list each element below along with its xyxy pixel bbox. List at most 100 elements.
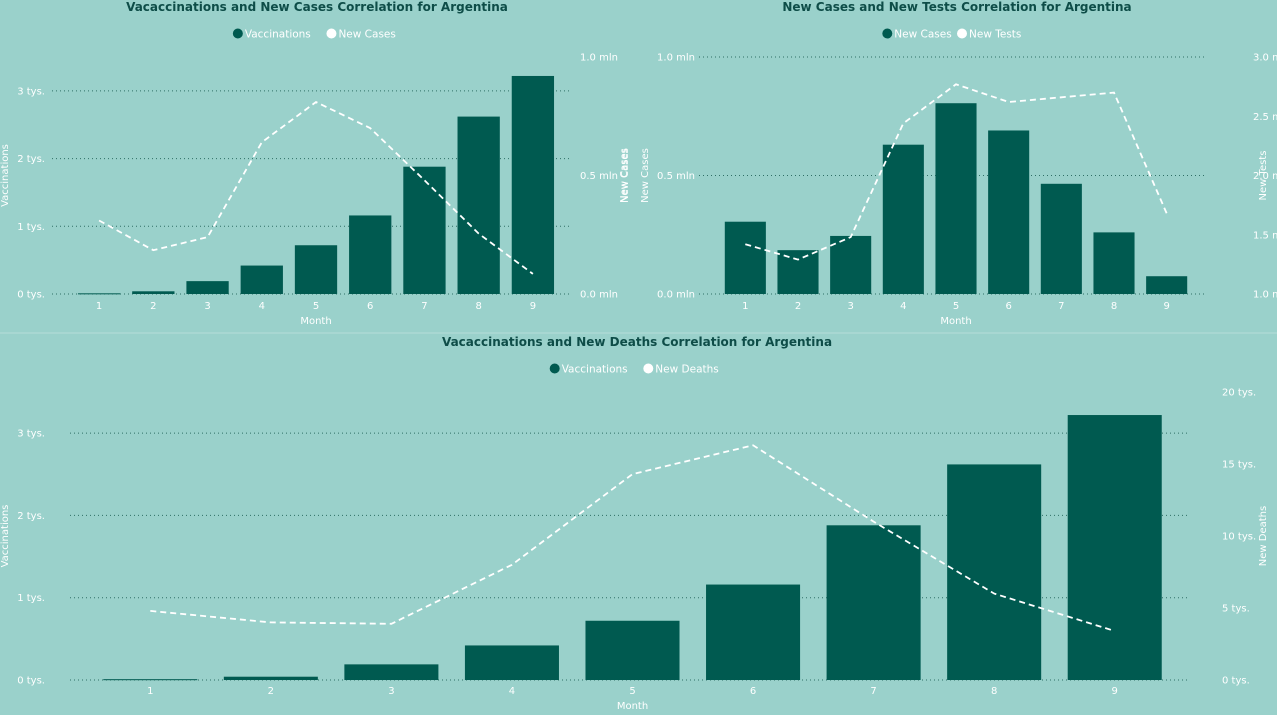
y-tick-label: 2 tys. [17, 154, 45, 165]
y-tick-label: 1 tys. [17, 593, 45, 604]
x-tick-label: 5 [953, 301, 959, 312]
legend-marker-1 [882, 28, 893, 39]
x-tick-label: 9 [1163, 301, 1169, 312]
x-tick-label: 5 [629, 686, 635, 697]
y2-tick-label: 0.0 mln [580, 290, 618, 301]
y-axis-title: Vaccinations [0, 505, 11, 568]
x-axis-title: Month [300, 316, 331, 327]
y2-tick-label: 15 tys. [1222, 460, 1256, 471]
y2-tick-label: 10 tys. [1222, 532, 1256, 543]
y2-axis-title: New Tests [1258, 151, 1269, 201]
y-tick-label: 0.0 mln [657, 290, 695, 301]
x-tick-label: 2 [150, 301, 156, 312]
bar [294, 245, 338, 294]
y-tick-label: 1.0 mln [657, 53, 695, 64]
bar [349, 215, 392, 294]
bar [935, 103, 977, 294]
x-tick-label: 1 [742, 301, 748, 312]
bar [988, 130, 1030, 294]
y-axis-title: New Cases [620, 148, 631, 203]
bar [77, 293, 121, 295]
legend-marker-1 [549, 363, 560, 374]
x-tick-label: 4 [509, 686, 515, 697]
x-tick-label: 3 [847, 301, 853, 312]
bar [724, 221, 766, 294]
bar [585, 620, 680, 680]
x-tick-label: 4 [900, 301, 906, 312]
chart-legend: New Cases New Tests [882, 28, 1021, 41]
x-tick-label: 3 [204, 301, 210, 312]
series-line [98, 100, 534, 275]
bar [464, 645, 559, 680]
legend-marker-1 [232, 28, 243, 39]
legend-marker-2 [957, 28, 967, 39]
x-tick-label: 4 [259, 301, 265, 312]
legend-marker-2 [326, 28, 337, 39]
chart-3: Vacaccinations and New Deaths Correlatio… [0, 335, 1269, 712]
y2-tick-label: 2.5 mln [1253, 112, 1277, 123]
series-line [745, 83, 1168, 261]
x-tick-label: 1 [147, 686, 153, 697]
x-tick-label: 1 [96, 301, 102, 312]
bar [947, 464, 1042, 680]
y2-tick-label: 1.0 mln [580, 53, 618, 64]
y-tick-label: 0.5 mln [657, 171, 695, 182]
y-tick-label: 1 tys. [17, 222, 45, 233]
x-tick-label: 6 [367, 301, 373, 312]
y2-tick-label: 1.0 mln [1253, 290, 1277, 301]
bar [882, 144, 924, 294]
chart-title: New Cases and New Tests Correlation for … [782, 0, 1131, 14]
legend-label-2: New Deaths [655, 364, 718, 376]
bar [403, 166, 446, 294]
y-tick-label: 3 tys. [17, 86, 45, 97]
x-tick-label: 6 [750, 686, 756, 697]
y2-tick-label: 1.5 mln [1253, 230, 1277, 241]
x-tick-label: 7 [870, 686, 876, 697]
x-tick-label: 5 [313, 301, 319, 312]
chart-2: New Cases and New Tests Correlation for … [620, 0, 1277, 327]
legend-label-2: New Cases [338, 29, 395, 41]
bar [132, 291, 175, 294]
bar [344, 664, 439, 680]
chart-title: Vacaccinations and New Cases Correlation… [126, 0, 508, 14]
bar [1040, 183, 1082, 294]
bar [830, 235, 872, 294]
legend-label-2: New Tests [969, 29, 1021, 41]
bar [826, 525, 921, 680]
legend-label-1: Vaccinations [245, 29, 311, 41]
y-axis-title: Vaccinations [0, 144, 11, 207]
x-tick-label: 2 [795, 301, 801, 312]
x-tick-label: 8 [1111, 301, 1117, 312]
x-tick-label: 7 [421, 301, 427, 312]
x-axis-title: Month [940, 316, 971, 327]
chart-1: Vacaccinations and New Cases Correlation… [0, 0, 630, 327]
bar [103, 679, 198, 681]
y-tick-label: 2 tys. [17, 511, 45, 522]
bar [1093, 232, 1135, 294]
y2-tick-label: 5 tys. [1222, 604, 1250, 615]
y2-tick-label: 0 tys. [1222, 676, 1250, 687]
bar [1146, 276, 1188, 294]
x-tick-label: 8 [991, 686, 997, 697]
y2-tick-label: 0.5 mln [580, 171, 618, 182]
chart-title: Vacaccinations and New Deaths Correlatio… [442, 335, 832, 349]
x-tick-label: 8 [475, 301, 481, 312]
bar [457, 116, 500, 295]
chart-legend: Vaccinations New Deaths [549, 363, 719, 376]
y-axis-title: New Cases [640, 148, 651, 203]
legend-marker-2 [643, 363, 654, 374]
y-tick-label: 3 tys. [17, 429, 45, 440]
legend-label-1: Vaccinations [562, 364, 628, 376]
legend-label-1: New Cases [894, 29, 951, 41]
x-tick-label: 7 [1058, 301, 1064, 312]
x-tick-label: 9 [530, 301, 536, 312]
y2-tick-label: 3.0 mln [1253, 53, 1277, 64]
bar [240, 265, 283, 294]
bar [1067, 415, 1162, 680]
y2-axis-title: New Deaths [1258, 506, 1269, 566]
y2-tick-label: 2.0 mln [1253, 171, 1277, 182]
bar [186, 281, 229, 294]
bar [511, 75, 555, 295]
x-tick-label: 2 [268, 686, 274, 697]
